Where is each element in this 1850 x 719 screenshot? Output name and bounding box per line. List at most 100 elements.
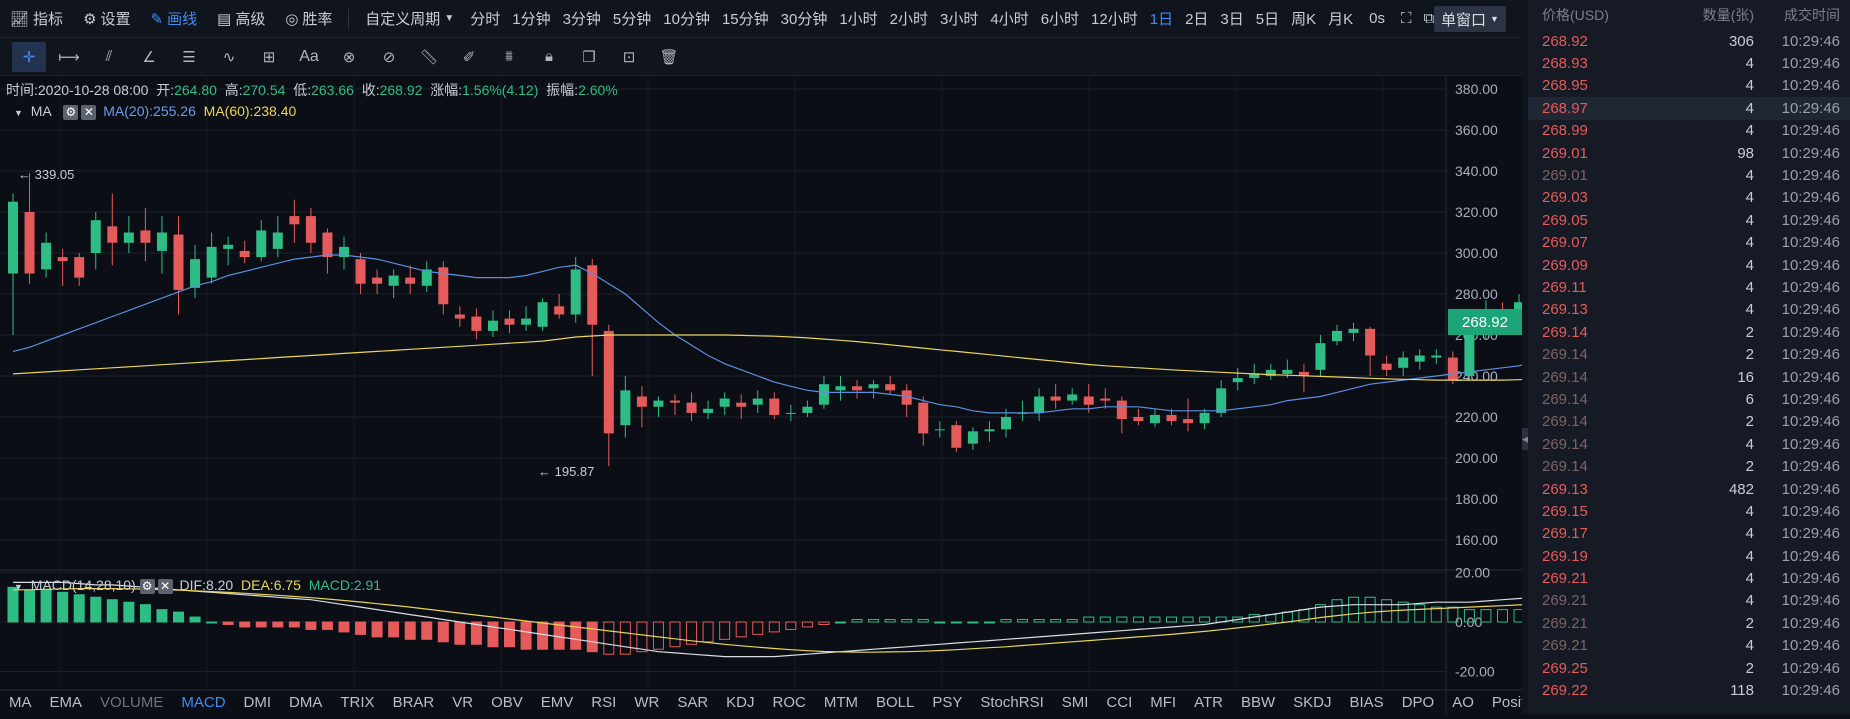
indicator-tab[interactable]: MA (9, 693, 32, 711)
trade-row: 269.14 6 10:29:46 (1528, 388, 1850, 410)
period-tab[interactable]: 6小时 (1040, 11, 1080, 28)
period-tab[interactable]: 分时 (470, 11, 501, 28)
indicator-tab[interactable]: MFI (1150, 693, 1177, 711)
custom-period-dropdown[interactable]: 自定义周期 ▼ (355, 8, 464, 29)
winrate-button[interactable]: ◎ 胜率 (275, 8, 342, 29)
macd-bar (470, 621, 482, 645)
indicator-tab[interactable]: MACD (181, 693, 226, 711)
period-tab[interactable]: 30分钟 (780, 11, 828, 28)
text-icon[interactable]: Aa (299, 47, 319, 65)
indicator-tab[interactable]: StochRSI (980, 693, 1044, 711)
indicator-tab[interactable]: DMA (289, 693, 323, 711)
indicator-tab[interactable]: EMV (540, 693, 574, 711)
close-icon[interactable]: ✕ (81, 104, 97, 120)
indicator-tab[interactable]: DMI (243, 693, 272, 711)
macd-bar (1414, 604, 1426, 623)
indicator-tab[interactable]: PSY (932, 693, 963, 711)
period-tab[interactable]: 1日 (1149, 11, 1174, 28)
macd-bar (884, 619, 896, 623)
parallel-lines-icon[interactable]: ⫽ (105, 48, 113, 65)
indicator-tab[interactable]: ATR (1194, 693, 1223, 711)
gear-icon: ⚙ (83, 10, 97, 28)
indicator-tab[interactable]: BOLL (876, 693, 915, 711)
window-mode-dropdown[interactable]: 单窗口 ▼ (1434, 6, 1506, 32)
trash-icon[interactable]: 🗑︎ (659, 48, 679, 66)
magnet-icon[interactable]: ⊗ (342, 48, 356, 66)
link-icon[interactable]: ⊘ (382, 48, 396, 66)
period-tab[interactable]: 月K (1328, 11, 1354, 28)
period-tab[interactable]: 2小时 (889, 11, 929, 28)
indicator-tab[interactable]: RSI (591, 693, 617, 711)
indicator-tab[interactable]: VR (452, 693, 474, 711)
indicator-tab[interactable]: BIAS (1349, 693, 1384, 711)
panel-splitter[interactable]: ◀ (1522, 0, 1529, 714)
lock-icon[interactable]: 🔒︎ (545, 48, 553, 65)
crosshair-icon[interactable]: ✛ (12, 41, 46, 72)
indicator-tab[interactable]: SMI (1061, 693, 1089, 711)
candle-body (223, 244, 234, 249)
indicator-tab[interactable]: CCI (1106, 693, 1133, 711)
copy-icon[interactable]: ❐ (582, 48, 596, 66)
trade-row: 269.13 4 10:29:46 (1528, 299, 1850, 321)
period-tab[interactable]: 1分钟 (512, 11, 551, 28)
angle-icon[interactable]: ∠ (142, 48, 156, 66)
period-tab[interactable]: 2日 (1185, 11, 1209, 28)
indicators-button[interactable]: 📈︎ 指标 (0, 8, 73, 29)
collapse-icon[interactable]: ▼ (14, 108, 23, 118)
candle-body (1348, 328, 1359, 333)
chart-area[interactable]: 380.00 360.00 340.00 320.00 300.00 280.00 260.… (0, 77, 1608, 714)
advanced-button[interactable]: ▤ 高级 (207, 8, 275, 29)
period-tab[interactable]: 15分钟 (721, 11, 769, 28)
indicator-tab[interactable]: OBV (491, 693, 523, 711)
candlestick-chart[interactable]: 380.00360.00340.00320.00300.00280.00260.… (0, 77, 1608, 714)
indicator-tab[interactable]: TRIX (340, 693, 375, 711)
period-tab[interactable]: 5分钟 (612, 11, 652, 28)
indicator-tab[interactable]: BBW (1240, 693, 1276, 711)
settings-button[interactable]: ⚙ 设置 (73, 8, 140, 29)
wave-icon[interactable]: ∿ (222, 48, 236, 66)
collapse-icon[interactable]: ▼ (14, 582, 23, 592)
indicator-tab[interactable]: AO (1452, 693, 1474, 711)
collapse-arrow-icon[interactable]: ◀ (1522, 428, 1529, 450)
period-tab[interactable]: 3小时 (940, 11, 979, 28)
frame-icon[interactable]: ⊞ (262, 48, 276, 66)
horizontal-ray-icon[interactable]: ⟼ (58, 48, 80, 66)
period-tab[interactable]: 10分钟 (663, 11, 710, 28)
period-tab[interactable]: 周K (1291, 11, 1317, 28)
draw-button[interactable]: ✎ 画线 (141, 8, 208, 29)
period-tab[interactable]: 12小时 (1091, 11, 1138, 28)
period-tab[interactable]: 1小时 (839, 11, 878, 28)
fullscreen-icon[interactable]: ⛶ (1400, 10, 1412, 27)
change-value: 1.56%(4.12) (462, 82, 539, 98)
screenshot-icon[interactable]: ⊡ (622, 48, 636, 66)
horizontal-lines-icon[interactable]: ☰ (182, 48, 196, 66)
ruler-icon[interactable]: 📏︎ (419, 48, 439, 66)
period-tab[interactable]: 4小时 (990, 11, 1029, 28)
macd-bar (1397, 601, 1409, 623)
indicator-tab[interactable]: ROC (772, 693, 806, 711)
candle-body (1298, 371, 1309, 376)
indicator-tab[interactable]: SAR (677, 693, 709, 711)
high-annotation: ← 339.05 (18, 167, 75, 182)
period-tab[interactable]: 5日 (1255, 11, 1280, 28)
indicator-tab[interactable]: DPO (1401, 693, 1435, 711)
period-tab[interactable]: 3日 (1220, 11, 1244, 28)
indicator-tab[interactable]: BRAR (392, 693, 435, 711)
indicator-tab[interactable]: WR (634, 693, 660, 711)
settings-label: 设置 (100, 11, 131, 28)
pattern-icon[interactable]: ⩩ (504, 48, 513, 65)
indicator-tab[interactable]: EMA (49, 693, 83, 711)
candle-body (74, 257, 85, 278)
open-label: 开: (156, 82, 175, 98)
period-tab[interactable]: 3分钟 (562, 11, 601, 28)
indicator-tab[interactable]: VOLUME (100, 693, 164, 711)
trade-time: 10:29:46 (1781, 32, 1840, 50)
gear-icon[interactable]: ⚙ (63, 104, 79, 120)
indicator-tab[interactable]: KDJ (726, 693, 755, 711)
close-icon[interactable]: ✕ (157, 578, 173, 594)
indicator-tab[interactable]: MTM (823, 693, 858, 711)
gear-icon[interactable]: ⚙ (139, 578, 155, 594)
popout-icon[interactable]: ⧉ (1423, 10, 1435, 27)
brush-icon[interactable]: ✐ (462, 48, 476, 66)
indicator-tab[interactable]: SKDJ (1293, 693, 1332, 711)
